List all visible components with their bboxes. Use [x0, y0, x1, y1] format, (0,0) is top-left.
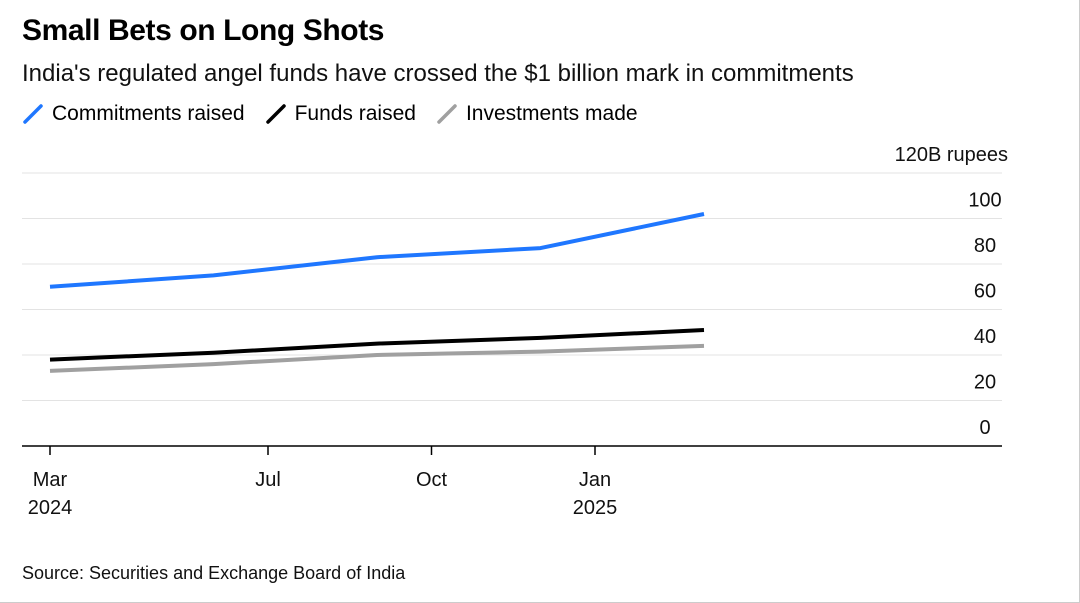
legend-item-funds: Funds raised [265, 102, 416, 126]
legend-line-investments [437, 104, 457, 124]
legend-item-commitments: Commitments raised [22, 102, 245, 126]
y-tick-label-0: 0 [979, 417, 990, 439]
source-note: Source: Securities and Exchange Board of… [22, 563, 406, 583]
y-unit-label: 120B rupees [895, 144, 1008, 166]
x-tick-sublabel-3: 2025 [573, 497, 618, 519]
legend-line-commitments [23, 104, 43, 124]
legend: Commitments raised Funds raised Investme… [22, 102, 658, 126]
series-line-commitments-raised [49, 212, 705, 289]
series-line-investments-made [49, 343, 705, 373]
legend-swatch-investments [437, 104, 457, 124]
legend-swatch-funds [265, 104, 286, 124]
x-tick-label-0: Mar [33, 469, 68, 491]
chart-subtitle: India's regulated angel funds have cross… [22, 60, 854, 87]
x-tick-label-1: Jul [255, 469, 281, 491]
series-line-funds-raised [49, 328, 705, 362]
y-tick-label-80: 80 [974, 235, 996, 257]
x-tick-label-3: Jan [579, 469, 611, 491]
legend-label-commitments: Commitments raised [52, 102, 245, 125]
legend-label-funds: Funds raised [294, 102, 416, 125]
y-tick-label-20: 20 [974, 372, 996, 394]
x-tick-label-2: Oct [416, 469, 448, 491]
y-tick-label-100: 100 [968, 190, 1001, 212]
legend-label-investments: Investments made [465, 102, 638, 125]
chart-title: Small Bets on Long Shots [22, 14, 385, 47]
y-tick-label-40: 40 [974, 326, 996, 348]
legend-item-investments: Investments made [436, 102, 638, 126]
x-tick-sublabel-0: 2024 [28, 497, 73, 519]
legend-swatch-commitments [23, 104, 43, 124]
y-tick-label-60: 60 [974, 281, 996, 303]
legend-line-funds [265, 104, 286, 124]
